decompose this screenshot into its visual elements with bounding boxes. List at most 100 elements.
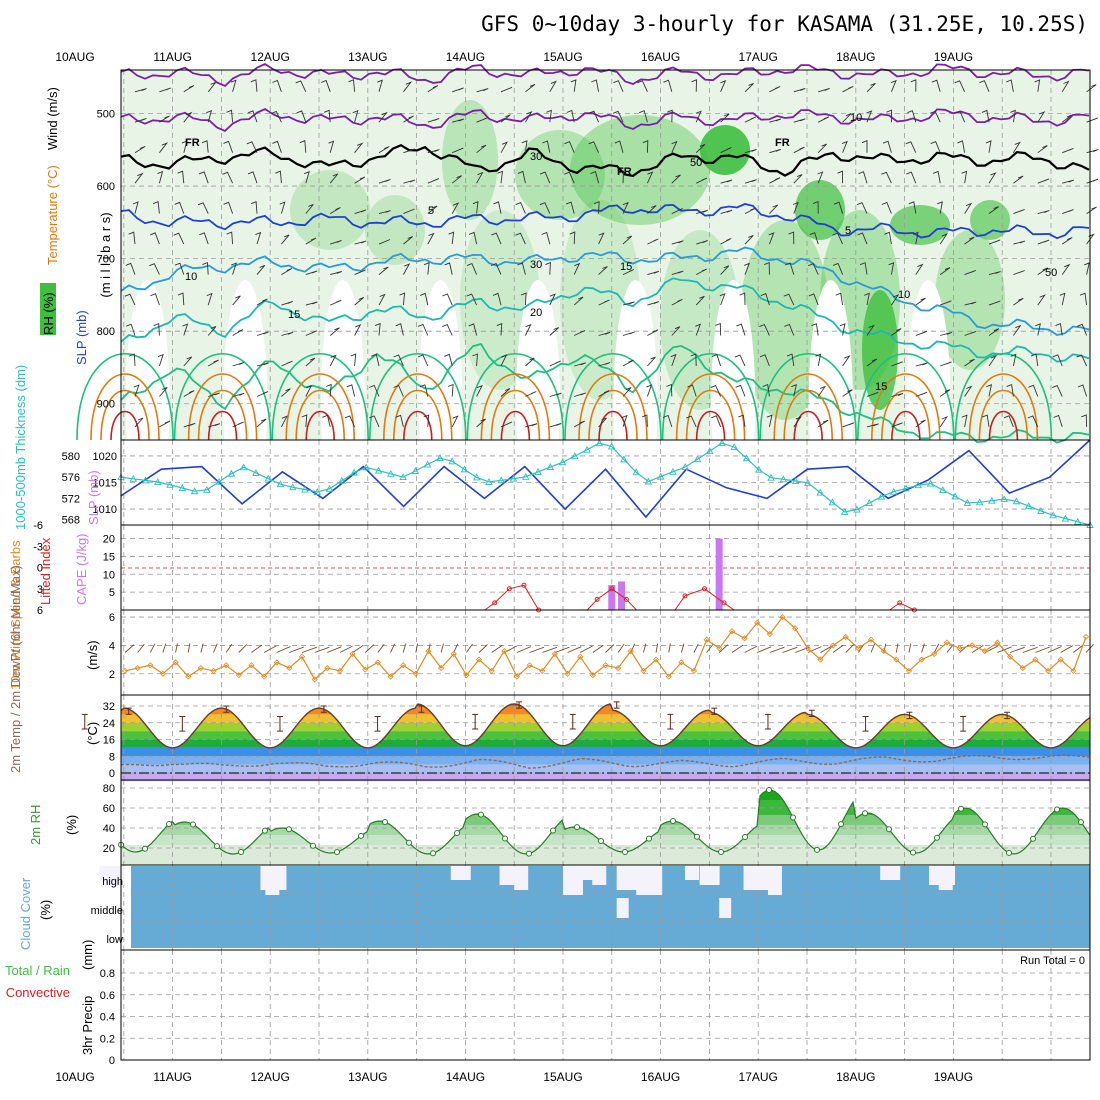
wind-barb [173,232,185,245]
rh-dry-area [906,280,951,520]
rh-shading [890,205,950,245]
rh-marker [454,830,460,837]
wind-barb [206,109,213,123]
wind-barb [910,79,917,92]
wind-barb [1013,297,1024,306]
wind-barb-10m [870,643,876,653]
wind-barb [500,114,511,123]
warm-isotherm [197,389,248,441]
minmax-bar [276,715,283,732]
thickness-marker [1061,514,1070,522]
wind-title: 10m Wind Speed & Barbs [8,540,23,690]
wind-barb [491,232,502,245]
date-label-bottom: 16AUG [641,1070,680,1084]
date-label-bottom: 14AUG [446,1070,485,1084]
wind-barb [961,170,968,184]
wind-barb-10m [693,643,699,653]
contour-label: 50 [690,157,702,169]
wind-barb [598,266,608,275]
thickness-marker [681,463,689,470]
wind-barb [891,294,900,306]
wind-barb [891,422,903,428]
wind-barb [988,300,1001,306]
wind-barb [476,88,489,93]
cloud-gap-high [514,866,529,890]
wind-marker [501,648,508,655]
wind-barb [738,414,746,427]
thickness-marker [411,467,420,474]
wind-barb [744,116,756,123]
wind-barb [354,142,364,153]
wind-barb [150,232,160,245]
y-tick-precip: 0 [109,1055,115,1067]
wind-barb [403,115,414,123]
wind-barb [247,171,258,184]
rh-marker [334,848,340,855]
wind-barb [667,109,673,123]
rh-band [121,815,1090,825]
wind-barb-10m [1073,644,1084,653]
wind-barb [423,414,430,427]
rh-marker [1030,835,1036,842]
wind-barb [545,261,551,275]
precip-unit: (mm) [80,940,95,970]
thickness-marker [963,499,972,506]
wind-barb [472,353,478,367]
wind-barb [915,391,928,397]
wind-barb [246,141,258,153]
wind-barb [622,301,635,306]
wind-barb [905,141,917,153]
wind-barb [931,79,941,92]
wind-barb-10m [187,643,191,653]
wind-barb [1052,385,1063,397]
y-tick-temp: 0 [109,768,115,780]
rh-marker [718,848,724,855]
li-marker [521,582,527,588]
wind-barb [442,293,453,306]
wind-barb [323,109,331,123]
wind-barb [208,423,220,428]
wind-barb [760,293,770,306]
wind-barb-10m [1060,645,1073,653]
date-label-bottom: 13AUG [348,1070,387,1084]
cloud-gap-middle [719,898,732,918]
wind-barb [842,422,855,428]
wind-barb [281,234,290,245]
thickness-marker [166,480,174,488]
thickness-marker [252,468,260,476]
thickness-marker [190,487,199,495]
rh-line [120,789,1091,855]
wind-marker [513,673,521,680]
date-label-bottom: 18AUG [836,1070,875,1084]
minmax-bar [764,713,771,730]
wind-barb [128,231,136,245]
minmax-bar [906,711,913,720]
thickness-marker [558,458,567,466]
wind-barb [612,110,624,123]
y-tick-rh: 40 [103,823,115,835]
wind-barb-10m [1009,646,1025,653]
contour-label: 10 [185,271,197,283]
wind-barb [447,383,454,397]
wind-barb [525,391,537,397]
wind-barb [452,87,464,93]
wind-barb [420,292,429,306]
wind-barb [1013,141,1021,153]
wind-barb [982,414,990,427]
wind-barb [696,177,708,184]
wind-marker [1057,656,1064,663]
wind-barb [564,171,575,184]
rh-bands [121,790,1090,845]
wind-marker [678,659,685,666]
wind-barb [500,86,513,93]
wind-barb [939,389,951,397]
wind-barb [736,323,746,336]
precip-label-total: Total / Rain [5,963,70,978]
wind-barb [1055,322,1063,336]
wind-barb [574,330,586,336]
wind-marker [817,656,824,663]
wind-barb-10m [933,643,940,653]
wind-barb [403,81,413,93]
wind-barb-10m [301,646,317,653]
wind-marker [564,670,571,677]
